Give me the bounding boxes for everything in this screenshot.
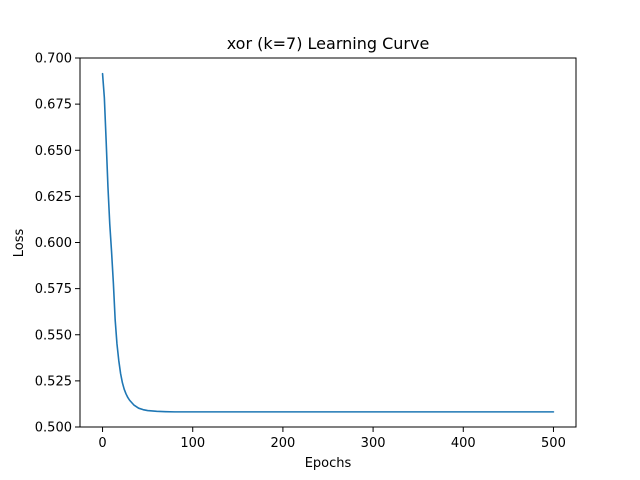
y-tick-label: 0.525 [35,374,72,389]
x-tick-label: 300 [361,436,386,451]
y-tick-label: 0.625 [35,190,72,205]
x-axis: 0 100 200 300 400 500 [98,427,566,451]
chart-title: xor (k=7) Learning Curve [227,34,430,53]
x-tick-label: 400 [451,436,476,451]
x-axis-label: Epochs [305,456,352,471]
x-tick-label: 100 [180,436,205,451]
y-axis: 0.500 0.525 0.550 0.575 0.600 0.625 0.650 0.675… [35,52,80,436]
y-tick-label: 0.550 [35,328,72,343]
y-tick-label: 0.600 [35,236,72,251]
x-tick-label: 0 [98,436,106,451]
y-tick-label: 0.575 [35,282,72,297]
loss-series-line [101,72,555,413]
y-axis-label: Loss [12,229,27,258]
y-tick-label: 0.675 [35,98,72,113]
x-tick-label: 200 [270,436,295,451]
x-tick-label: 500 [541,436,566,451]
y-tick-label: 0.500 [35,421,72,436]
y-tick-label: 0.650 [35,144,72,159]
y-tick-label: 0.700 [35,52,72,67]
